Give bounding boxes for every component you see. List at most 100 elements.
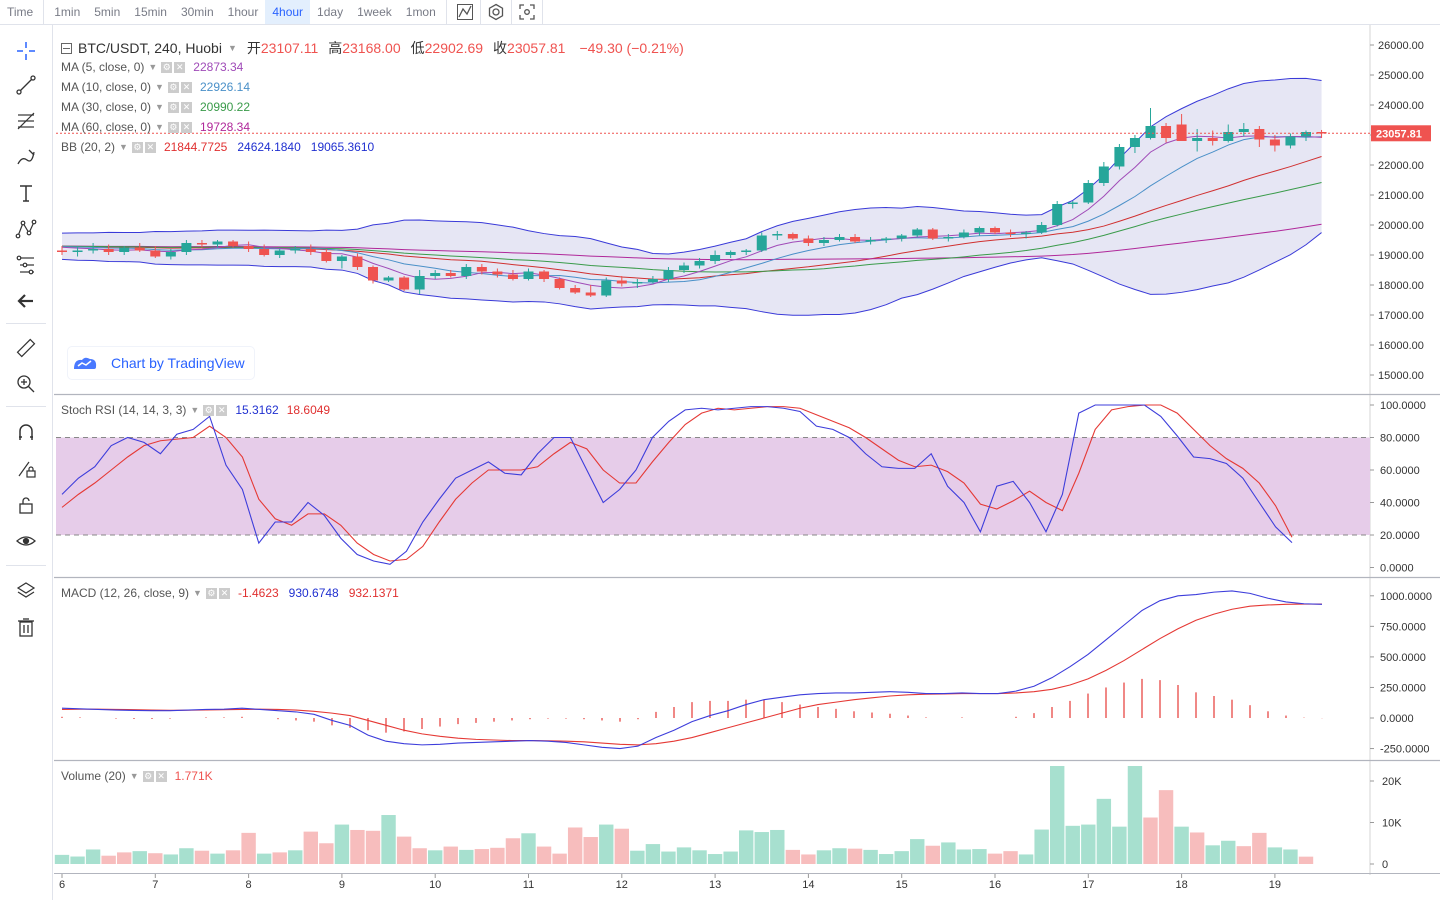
x-tick-label: 13: [709, 879, 721, 891]
close-icon[interactable]: ✕: [144, 141, 156, 153]
tradingview-logo-icon: [74, 357, 97, 369]
timeframe-1mon[interactable]: 1mon: [405, 5, 436, 19]
collapse-icon[interactable]: [61, 42, 72, 54]
close-icon[interactable]: ✕: [216, 404, 228, 416]
tradingview-watermark[interactable]: Chart by TradingView: [68, 347, 254, 379]
close-icon[interactable]: ✕: [174, 61, 186, 73]
volume-bar: [1236, 846, 1251, 864]
layers-icon[interactable]: [10, 577, 42, 605]
close-icon[interactable]: ✕: [155, 770, 167, 782]
brush-icon[interactable]: [10, 143, 42, 171]
settings-icon[interactable]: ⚙: [131, 141, 143, 153]
candle-body: [850, 237, 861, 242]
back-arrow-icon[interactable]: [10, 287, 42, 315]
volume-bar: [567, 827, 583, 864]
settings-icon[interactable]: ⚙: [167, 121, 179, 133]
pattern-icon[interactable]: [10, 215, 42, 243]
candle-body: [787, 234, 798, 239]
close-icon[interactable]: ✕: [180, 121, 192, 133]
volume-tick-label: 10K: [1382, 818, 1402, 830]
settings-icon[interactable]: [481, 0, 512, 24]
price-chart[interactable]: 6 7 8 9 10 11 12 13 14 15 16 17 18 19 26000.00 25000.00…: [53, 25, 1440, 900]
ruler-icon[interactable]: [10, 334, 42, 362]
candle-body: [1052, 204, 1063, 225]
ma30-label: MA (30, close, 0): [61, 100, 152, 114]
volume-bar: [54, 854, 70, 864]
volume-bar: [1205, 845, 1220, 864]
settings-icon[interactable]: ⚙: [203, 404, 215, 416]
timeframe-30min[interactable]: 30min: [180, 5, 214, 19]
settings-icon[interactable]: ⚙: [161, 61, 173, 73]
timeframe-1day[interactable]: 1day: [317, 5, 344, 19]
volume-bar: [894, 851, 909, 864]
candle-body: [119, 247, 130, 252]
volume-bar: [1252, 832, 1267, 864]
candle-body: [399, 277, 410, 290]
volume-bar: [770, 829, 785, 864]
fullscreen-icon[interactable]: [512, 0, 543, 24]
settings-icon[interactable]: ⚙: [205, 587, 217, 599]
price-tick-label: 16000.00: [1378, 340, 1424, 352]
bb-basis-value: 21844.7725: [163, 140, 228, 154]
settings-icon[interactable]: ⚙: [142, 770, 154, 782]
volume-bar: [723, 851, 738, 864]
volume-bar: [459, 849, 474, 864]
timeframe-1hour[interactable]: 1hour: [227, 5, 259, 19]
timeframe-1week[interactable]: 1week: [357, 5, 392, 19]
timeframe-1min[interactable]: 1min: [54, 5, 81, 19]
timeframe-4hour[interactable]: 4hour: [265, 0, 311, 24]
stoch-tick-label: 20.0000: [1380, 530, 1420, 542]
crosshair-icon[interactable]: [10, 37, 42, 65]
legend-ma5: MA (5, close, 0) ▼ ⚙ ✕ 22873.34: [61, 60, 244, 74]
trash-icon[interactable]: [10, 613, 42, 641]
stoch-band-fill: [56, 437, 1370, 535]
candle-body: [1192, 138, 1203, 141]
x-tick-label: 19: [1269, 879, 1281, 891]
text-tool-icon[interactable]: [10, 179, 42, 207]
volume-bar: [117, 852, 132, 864]
fib-retracement-icon[interactable]: [10, 107, 42, 135]
lock-drawing-icon[interactable]: [10, 455, 42, 483]
open-label: 开: [246, 40, 261, 56]
eye-icon[interactable]: [10, 527, 42, 555]
volume-bar: [1081, 824, 1096, 864]
volume-bar: [132, 851, 147, 864]
volume-bar: [552, 853, 567, 864]
candle-body: [896, 235, 907, 239]
chart-type-icon[interactable]: [450, 0, 481, 24]
close-icon[interactable]: ✕: [180, 101, 192, 113]
prediction-icon[interactable]: [10, 251, 42, 279]
price-tick-label: 24000.00: [1378, 100, 1424, 112]
timeframe-time[interactable]: Time: [7, 5, 34, 19]
timeframe-15min[interactable]: 15min: [134, 5, 167, 19]
volume-bar: [350, 829, 365, 864]
candle-body: [134, 247, 145, 251]
close-icon[interactable]: ✕: [180, 81, 192, 93]
macd-tick-label: -250.0000: [1380, 744, 1430, 756]
candle-body: [601, 280, 612, 296]
zoom-in-icon[interactable]: [10, 370, 42, 398]
timeframe-5min[interactable]: 5min: [94, 5, 121, 19]
settings-icon[interactable]: ⚙: [167, 81, 179, 93]
candle-body: [212, 241, 223, 245]
magnet-icon[interactable]: [10, 419, 42, 447]
bollinger-lower-line: [61, 232, 1322, 316]
ma60-label: MA (60, close, 0): [61, 120, 152, 134]
volume-bar: [925, 845, 940, 864]
candle-body: [1285, 136, 1296, 146]
candle-body: [912, 229, 923, 236]
volume-label: Volume (20): [61, 769, 126, 783]
unlock-icon[interactable]: [10, 491, 42, 519]
ma5-label: MA (5, close, 0): [61, 60, 145, 74]
volume-bar: [381, 815, 396, 864]
trend-line-icon[interactable]: [10, 71, 42, 99]
high-label: 高: [328, 40, 343, 56]
candle-body: [243, 246, 254, 249]
candle-body: [259, 249, 270, 255]
x-tick-label: 10: [429, 879, 441, 891]
candle-body: [414, 276, 425, 290]
settings-icon[interactable]: ⚙: [167, 101, 179, 113]
stoch-tick-label: 60.0000: [1380, 465, 1420, 477]
close-icon[interactable]: ✕: [218, 587, 230, 599]
volume-bar: [707, 854, 723, 864]
